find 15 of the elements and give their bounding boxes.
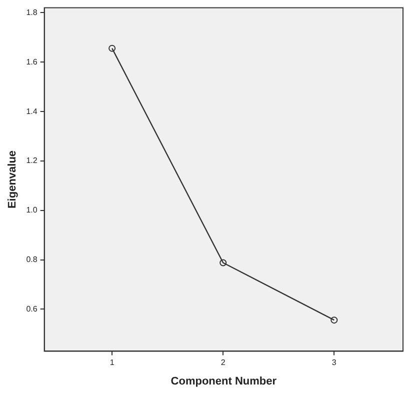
point (220, 259, 227, 266)
y-axis-title: Eigenvalue (6, 150, 19, 209)
point (330, 316, 338, 324)
x-tick-label: 3 (332, 358, 337, 368)
y-tick-label: 0.6 (26, 304, 38, 314)
x-tick-label: 2 (220, 358, 226, 368)
y-tick-label: 1.0 (26, 206, 38, 215)
y-tick-label: 0.8 (26, 254, 38, 264)
y-tick-label: 1.6 (26, 57, 38, 66)
point (108, 44, 116, 52)
y-tick-label: 1.8 (26, 8, 38, 17)
x-tick-label: 1 (110, 358, 115, 368)
y-tick-label: 1.2 (26, 156, 38, 166)
y-tick-label: 1.4 (26, 106, 38, 116)
x-axis-title: Component Number (170, 375, 278, 388)
